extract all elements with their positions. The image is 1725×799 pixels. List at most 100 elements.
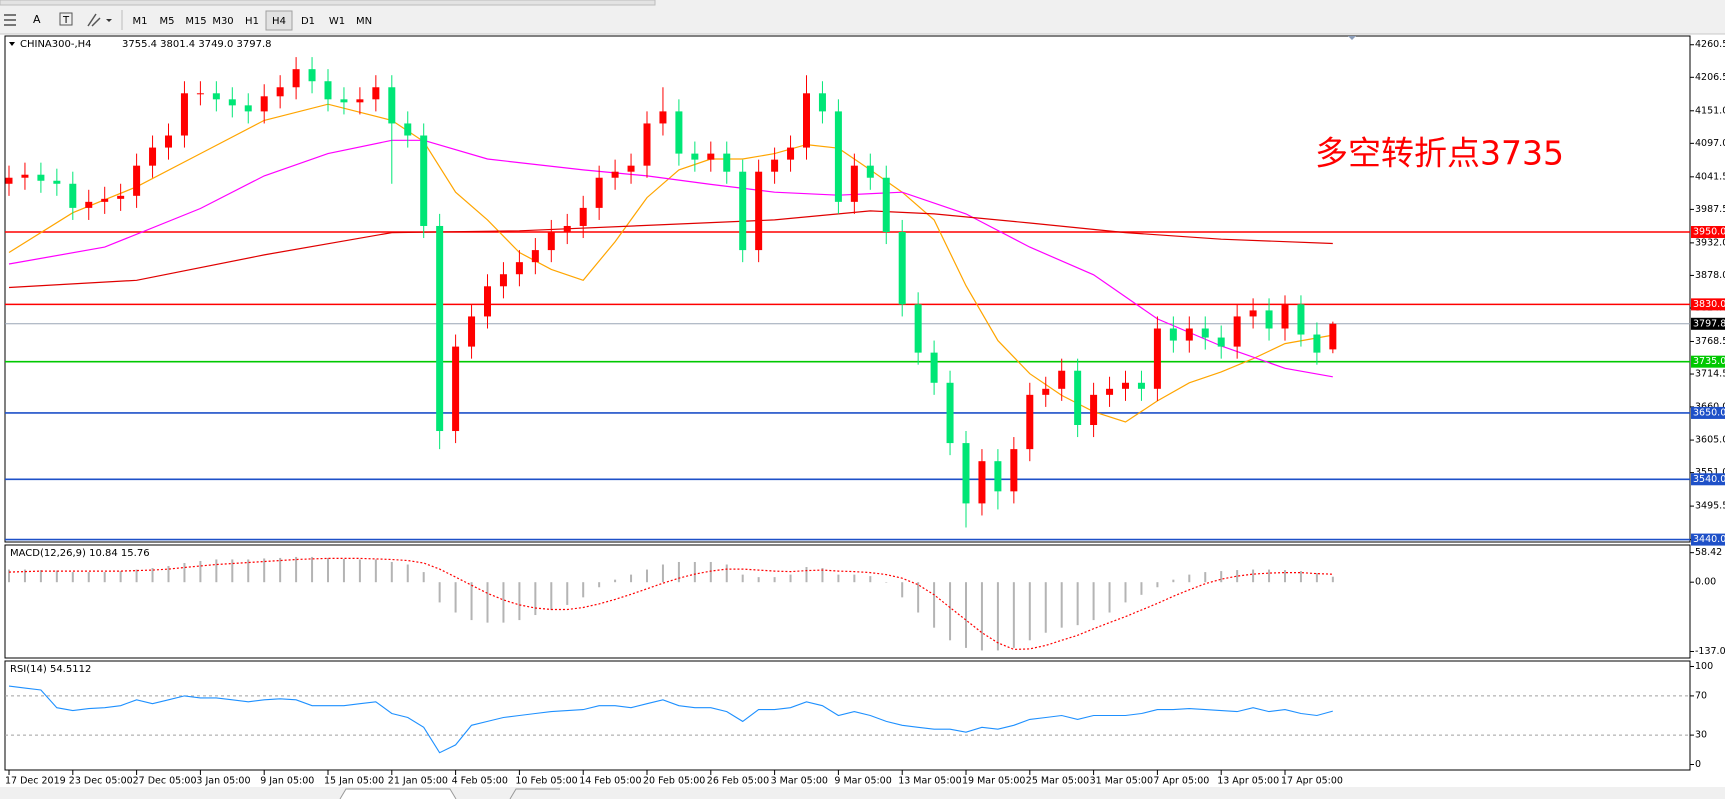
candle-body: [611, 171, 619, 178]
y-tick-label: 30: [1695, 730, 1707, 741]
annotation: 多空转折点3735: [1315, 134, 1564, 173]
macd-bar: [677, 561, 680, 583]
y-tick-label: 4097.0: [1695, 138, 1725, 149]
y-tick-label: 3495.5: [1695, 501, 1725, 512]
x-tick-label: 26 Feb 05:00: [707, 776, 769, 787]
macd-bar: [996, 582, 999, 651]
macd-bar: [789, 574, 792, 583]
y-tick-label: 70: [1695, 690, 1707, 701]
chart-tab[interactable]: [509, 788, 560, 799]
timeframe-button[interactable]: H4: [272, 16, 286, 27]
y-tick-label: 3987.5: [1695, 204, 1725, 215]
macd-bar: [390, 561, 393, 583]
timeframe-button[interactable]: H1: [245, 16, 259, 27]
candle-body: [515, 262, 523, 275]
macd-bar: [885, 582, 888, 583]
macd-bar: [279, 557, 282, 583]
chart-tab[interactable]: [339, 788, 457, 799]
dropdown-arrow[interactable]: [106, 19, 112, 22]
candle-body: [1185, 328, 1193, 341]
level-label: 3830.0: [1693, 299, 1725, 310]
macd-bar: [582, 582, 585, 598]
price-label-box: [1691, 317, 1725, 330]
candle-body: [1090, 394, 1098, 425]
chart-header: CHINA300-,H4: [20, 39, 92, 50]
candle-body: [1297, 304, 1305, 335]
macd-bar: [374, 559, 377, 583]
macd-bar: [454, 582, 457, 613]
macd-frame: [4, 544, 1691, 659]
candle-body: [850, 165, 858, 202]
candle-body: [180, 93, 188, 136]
macd-bar: [1252, 569, 1255, 583]
timeframe-button[interactable]: M5: [160, 16, 175, 27]
level-label-box: [1691, 355, 1725, 368]
macd-bar: [1156, 582, 1159, 588]
macd-bar: [1060, 582, 1063, 628]
level-label: 3540.0: [1693, 474, 1725, 485]
candle-body: [1042, 388, 1050, 395]
macd-bar: [837, 574, 840, 583]
candle-body: [1201, 328, 1209, 338]
candle-body: [324, 81, 332, 100]
x-tick-label: 7 Apr 05:00: [1153, 776, 1209, 787]
level-label-box: [1691, 298, 1725, 311]
macd-bar: [199, 560, 202, 583]
candle-body: [723, 153, 731, 172]
candle-body: [882, 177, 890, 233]
candle-body: [946, 382, 954, 444]
timeframe-button[interactable]: W1: [329, 16, 345, 27]
macd-bar: [1044, 582, 1047, 633]
macd-bar: [406, 564, 409, 583]
x-tick-label: 3 Jan 05:00: [196, 776, 250, 787]
macd-bar: [757, 577, 760, 583]
x-tick-label: 19 Mar 05:00: [962, 776, 1025, 787]
candle-body: [1137, 382, 1145, 389]
moving-average: [8, 103, 1333, 423]
candle-body: [149, 147, 157, 166]
x-tick-label: 13 Apr 05:00: [1217, 776, 1279, 787]
timeframe-button[interactable]: M30: [212, 16, 233, 27]
y-tick-label: 3605.0: [1695, 435, 1725, 446]
macd-bar: [725, 564, 728, 583]
shift-marker[interactable]: [1348, 36, 1356, 40]
y-tick-label: 3932.0: [1695, 237, 1725, 248]
y-tick-label: -137.09: [1695, 646, 1725, 657]
candle-body: [803, 93, 810, 148]
macd-bar: [119, 571, 122, 583]
candle-body: [196, 93, 204, 95]
x-tick-label: 13 Mar 05:00: [898, 776, 961, 787]
macd-bar: [933, 582, 936, 628]
macd-bar: [869, 576, 872, 583]
candle-body: [675, 111, 683, 154]
timeframe-button[interactable]: M15: [185, 16, 206, 27]
macd-bar: [693, 561, 696, 583]
timeframe-button[interactable]: M1: [133, 16, 148, 27]
candle-body: [292, 69, 300, 88]
candle-body: [994, 461, 1002, 492]
y-tick-label: 3714.5: [1695, 369, 1725, 380]
candle-body: [276, 87, 284, 97]
text-tool[interactable]: A: [33, 13, 41, 26]
macd-bar: [614, 579, 617, 583]
arrows-tool[interactable]: [87, 13, 101, 27]
macd-bar: [167, 566, 170, 583]
text-label-tool[interactable]: [59, 12, 73, 26]
macd-bar: [438, 582, 441, 603]
candle-body: [978, 461, 986, 504]
candle-body: [404, 123, 412, 136]
y-tick-label: 100: [1695, 661, 1713, 672]
macd-bar: [23, 569, 26, 583]
candle-body: [420, 135, 428, 226]
candle-body: [1265, 310, 1273, 329]
macd-bar: [1236, 570, 1239, 583]
macd-bar: [1012, 582, 1015, 648]
macd-bar: [358, 559, 361, 583]
level-label: 3950.0: [1693, 227, 1725, 238]
level-label-box: [1691, 533, 1725, 546]
timeframe-button[interactable]: D1: [301, 16, 315, 27]
macd-bar: [980, 582, 983, 651]
y-tick-label: 3660.0: [1695, 401, 1725, 412]
timeframe-button[interactable]: MN: [356, 16, 372, 27]
macd-bar: [87, 572, 90, 583]
